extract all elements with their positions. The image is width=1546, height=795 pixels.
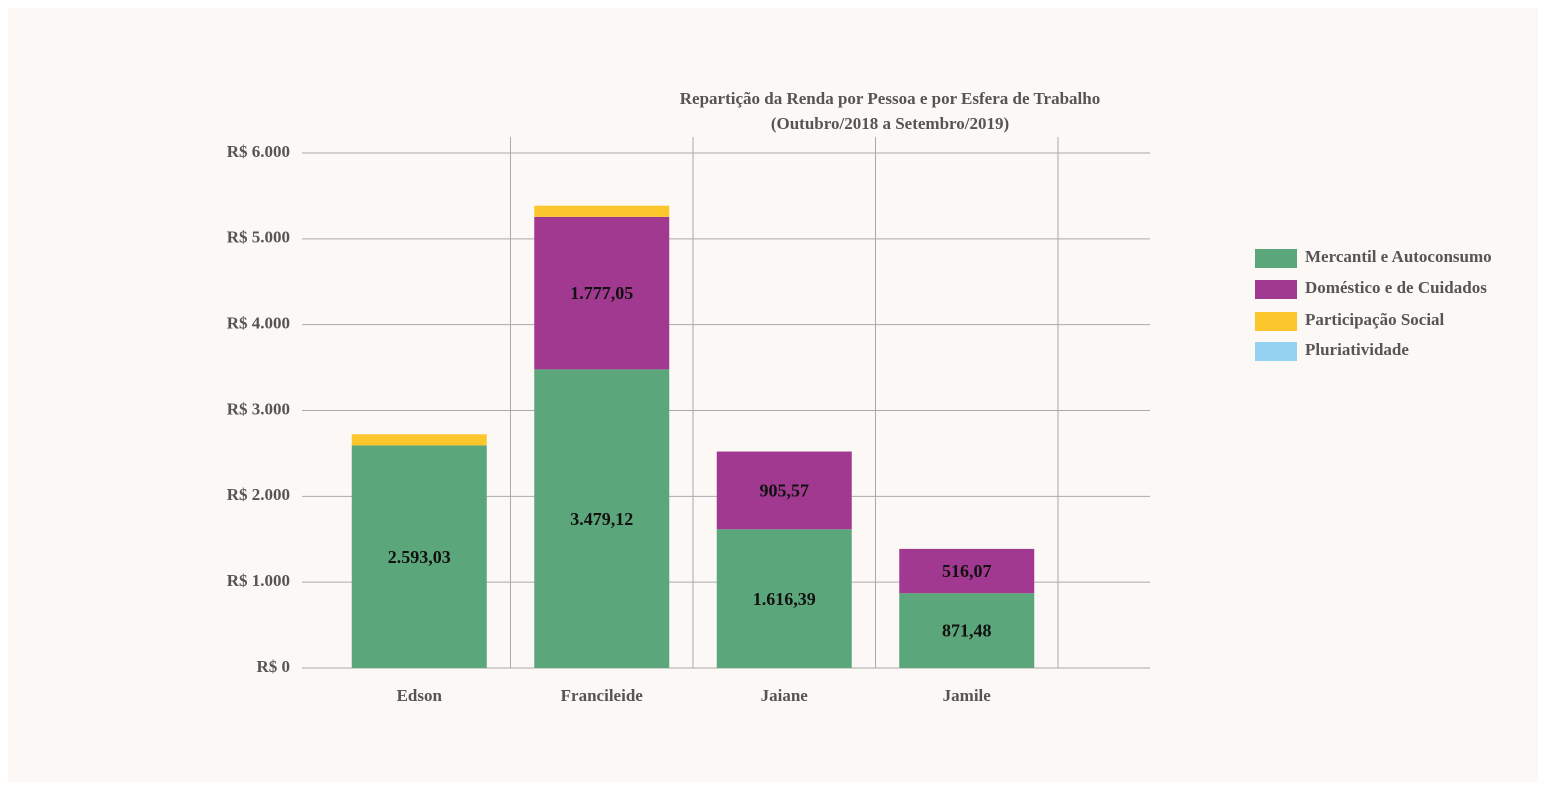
x-tick-label: Edson xyxy=(397,686,443,705)
x-tick-label: Francileide xyxy=(561,686,644,705)
bar-segment xyxy=(716,451,852,530)
x-tick-label: Jaiane xyxy=(761,686,809,705)
y-tick-label: R$ 6.000 xyxy=(227,142,290,161)
legend-swatch xyxy=(1255,280,1297,299)
y-tick-label: R$ 3.000 xyxy=(227,399,290,418)
bar-segment xyxy=(534,369,670,668)
data-label: 905,57 xyxy=(760,481,810,501)
x-tick-label: Jamile xyxy=(943,686,992,705)
legend-swatch xyxy=(1255,249,1297,268)
legend-label: Mercantil e Autoconsumo xyxy=(1305,247,1492,266)
legend-label: Pluriatividade xyxy=(1305,340,1409,359)
bar-segment xyxy=(534,216,670,370)
y-tick-label: R$ 2.000 xyxy=(227,485,290,504)
bar-segment xyxy=(899,548,1035,594)
bar-segment xyxy=(351,434,487,446)
bar-segment xyxy=(716,529,852,668)
data-label: 1.777,05 xyxy=(570,283,633,303)
data-label: 516,07 xyxy=(942,561,992,581)
bar-segment xyxy=(351,445,487,668)
legend-swatch xyxy=(1255,342,1297,361)
y-tick-label: R$ 1.000 xyxy=(227,571,290,590)
y-tick-label: R$ 4.000 xyxy=(227,314,290,333)
data-label: 1.616,39 xyxy=(753,589,816,609)
chart-subtitle: (Outubro/2018 a Setembro/2019) xyxy=(771,114,1009,133)
legend-swatch xyxy=(1255,312,1297,331)
data-label: 3.479,12 xyxy=(570,509,633,529)
data-label: 871,48 xyxy=(942,621,992,641)
legend-label: Doméstico e de Cuidados xyxy=(1305,278,1487,297)
bar-segment xyxy=(899,593,1035,668)
legend-label: Participação Social xyxy=(1305,310,1445,329)
y-tick-label: R$ 5.000 xyxy=(227,228,290,247)
y-tick-label: R$ 0 xyxy=(256,657,290,676)
data-label: 2.593,03 xyxy=(388,547,451,567)
bar-segment xyxy=(534,205,670,217)
chart-title: Repartição da Renda por Pessoa e por Esf… xyxy=(680,89,1100,108)
